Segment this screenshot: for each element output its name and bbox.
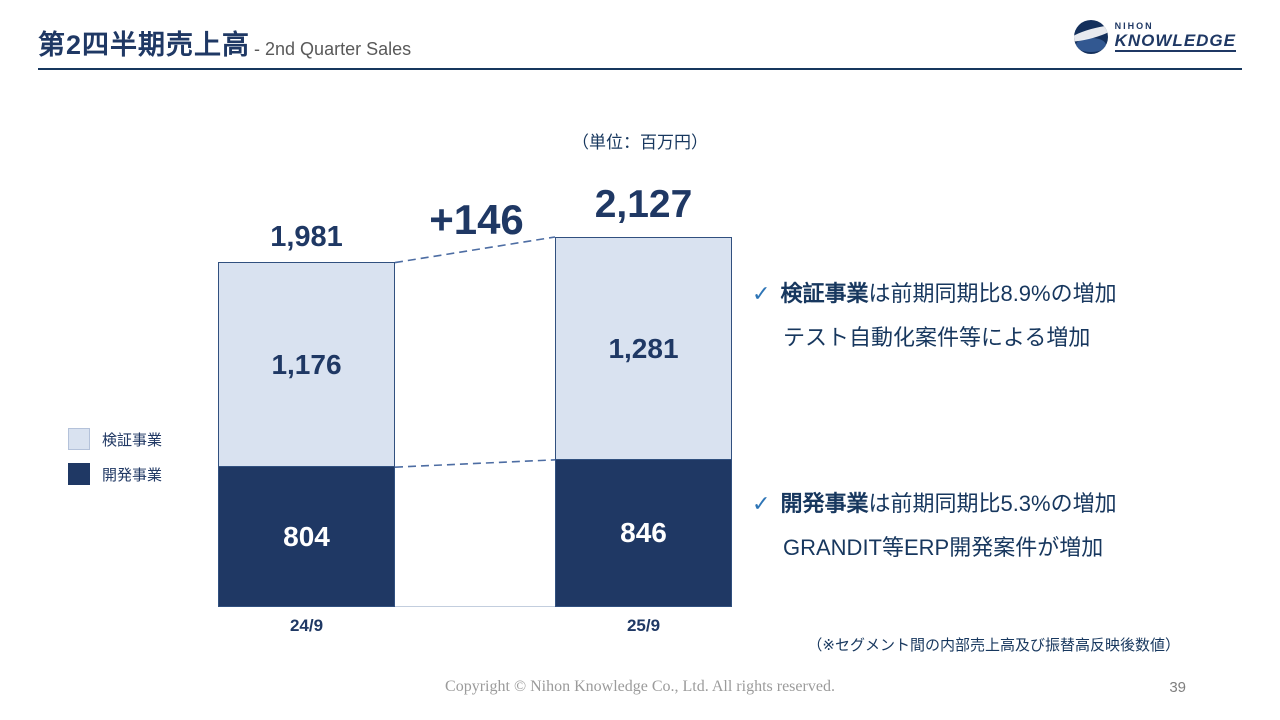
commentary-kensho-bold: 検証事業 xyxy=(780,281,869,306)
bar-25-9: 2,127 1,281 846 xyxy=(555,183,732,607)
value-kaihatsu-24-9: 804 xyxy=(283,520,330,552)
logo-text: NIHON KNOWLEDGE xyxy=(1114,20,1236,53)
value-kensho-25-9: 1,281 xyxy=(608,332,679,364)
commentary-kensho-rest: は前期同期比8.9%の増加 xyxy=(868,281,1117,306)
unit-label: （単位：百万円） xyxy=(572,133,708,152)
logo-line2: KNOWLEDGE xyxy=(1114,31,1236,53)
globe-icon xyxy=(1073,20,1108,54)
commentary-kaihatsu: ✓ 開発事業は前期同期比5.3%の増加 GRANDIT等ERP開発案件が増加 xyxy=(752,482,1212,570)
page-number: 39 xyxy=(1169,679,1186,696)
segment-footnote: （※セグメント間の内部売上高及び振替高反映後数値） xyxy=(807,637,1180,654)
legend-swatch-kaihatsu xyxy=(68,463,90,485)
copyright-text: Copyright © Nihon Knowledge Co., Ltd. Al… xyxy=(445,678,835,695)
commentary-kensho-line2: テスト自動化案件等による増加 xyxy=(783,325,1091,350)
page-title: 第2四半期売上高 xyxy=(38,30,251,60)
segment-kensho-25-9: 1,281 xyxy=(555,237,732,460)
legend-label-kaihatsu: 開発事業 xyxy=(102,466,163,484)
commentary-kaihatsu-rest: は前期同期比5.3%の増加 xyxy=(868,491,1117,516)
legend-item-kaihatsu: 開発事業 xyxy=(68,463,162,485)
header: 第2四半期売上高 - 2nd Quarter Sales xyxy=(38,22,1242,70)
x-axis-label-24-9: 24/9 xyxy=(289,616,324,635)
x-axis-label-25-9: 25/9 xyxy=(626,616,661,635)
check-icon: ✓ xyxy=(752,281,771,306)
check-icon: ✓ xyxy=(752,491,771,516)
segment-kaihatsu-25-9: 846 xyxy=(555,460,732,607)
commentary-kensho: ✓ 検証事業は前期同期比8.9%の増加 テスト自動化案件等による増加 xyxy=(752,272,1212,360)
legend-label-kensho: 検証事業 xyxy=(102,431,163,449)
commentary-kaihatsu-bold: 開発事業 xyxy=(780,491,869,516)
value-kaihatsu-25-9: 846 xyxy=(620,517,667,548)
segment-kaihatsu-24-9: 804 xyxy=(218,467,395,607)
value-kensho-24-9: 1,176 xyxy=(271,348,342,380)
axis-baseline xyxy=(218,606,732,607)
commentary-kaihatsu-line1: ✓ 開発事業は前期同期比5.3%の増加 xyxy=(752,482,1212,526)
segment-kensho-24-9: 1,176 xyxy=(218,262,395,467)
bar-24-9: 1,981 1,176 804 xyxy=(218,221,395,607)
delta-label: +146 xyxy=(429,196,524,243)
page-subtitle: - 2nd Quarter Sales xyxy=(254,39,412,59)
legend: 検証事業 開発事業 xyxy=(68,428,162,498)
total-label-25-9: 2,127 xyxy=(594,183,693,226)
legend-item-kensho: 検証事業 xyxy=(68,428,162,450)
commentary-kensho-line1: ✓ 検証事業は前期同期比8.9%の増加 xyxy=(752,272,1212,316)
logo-line1: NIHON xyxy=(1114,20,1154,31)
company-logo: NIHON KNOWLEDGE xyxy=(1073,20,1236,54)
commentary-kaihatsu-line2: GRANDIT等ERP開発案件が増加 xyxy=(783,535,1104,560)
legend-swatch-kensho xyxy=(68,428,90,450)
total-label-24-9: 1,981 xyxy=(270,221,343,253)
connector-segment-line xyxy=(394,459,556,468)
